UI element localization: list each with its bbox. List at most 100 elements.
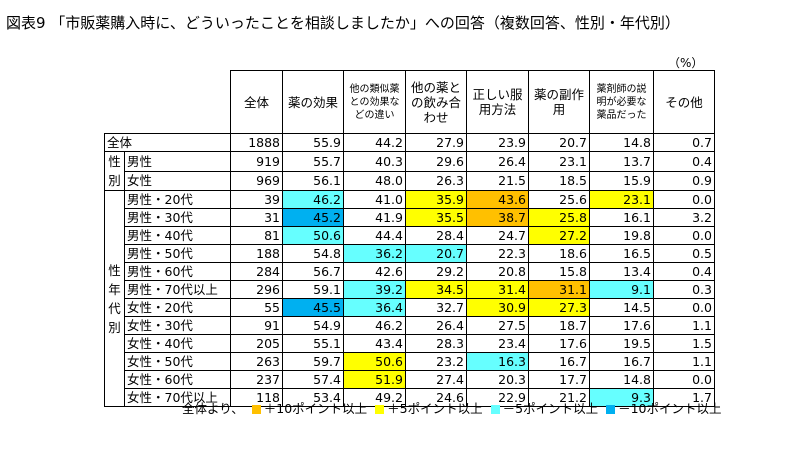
row-label: 女性・70代以上 (124, 388, 231, 407)
value-cell: 14.8 (589, 133, 654, 152)
value-cell: 27.4 (405, 370, 467, 389)
value-cell: 20.7 (528, 133, 590, 152)
value-cell: 1.7 (653, 388, 715, 407)
value-cell: 0.3 (653, 280, 715, 299)
value-cell: 26.4 (466, 151, 529, 172)
value-cell: 36.2 (343, 244, 406, 263)
value-cell: 0.0 (653, 298, 715, 317)
value-cell: 14.8 (589, 370, 654, 389)
value-cell: 14.5 (589, 298, 654, 317)
total-cell: 91 (230, 316, 283, 335)
value-cell: 0.4 (653, 262, 715, 281)
value-cell: 29.2 (405, 262, 467, 281)
value-cell: 46.2 (282, 190, 344, 209)
group-label: 性別 (104, 151, 125, 191)
survey-table: 全体 薬の効果 他の類似薬との効果などの違い 他の薬との飲み合わせ 正しい服用方… (104, 70, 715, 407)
header-row: 全体 薬の効果 他の類似薬との効果などの違い 他の薬との飲み合わせ 正しい服用方… (105, 70, 715, 134)
value-cell: 18.5 (528, 170, 590, 191)
row-label: 全体 (104, 133, 231, 152)
row-label: 女性・60代 (124, 370, 231, 389)
total-cell: 296 (230, 280, 283, 299)
value-cell: 0.0 (653, 190, 715, 209)
table-row: 男性・70代以上 296 59.1 39.2 34.5 31.4 31.1 9.1 0.3 (105, 280, 715, 299)
total-cell: 284 (230, 262, 283, 281)
value-cell: 46.2 (343, 316, 406, 335)
value-cell: 50.6 (343, 352, 406, 371)
value-cell: 24.7 (466, 226, 529, 245)
value-cell: 1.1 (653, 316, 715, 335)
page-title: 図表9 「市販薬購入時に、どういったことを相談しましたか」への回答（複数回答、性… (6, 14, 680, 32)
value-cell: 43.6 (466, 190, 529, 209)
row-label: 男性 (124, 151, 231, 172)
col-header: 他の薬との飲み合わせ (405, 70, 467, 134)
row-label: 女性・40代 (124, 334, 231, 353)
value-cell: 54.9 (282, 316, 344, 335)
row-label: 男性・40代 (124, 226, 231, 245)
legend-swatch-icon (251, 405, 261, 414)
legend-label: ＋5ポイント以上 (387, 401, 483, 416)
value-cell: 39.2 (343, 280, 406, 299)
value-cell: 23.2 (405, 352, 467, 371)
value-cell: 25.8 (528, 208, 590, 227)
value-cell: 24.6 (405, 388, 467, 407)
value-cell: 21.5 (466, 170, 529, 191)
value-cell: 26.3 (405, 170, 467, 191)
value-cell: 41.0 (343, 190, 406, 209)
col-header: 他の類似薬との効果などの違い (343, 70, 406, 134)
value-cell: 17.6 (528, 334, 590, 353)
value-cell: 0.0 (653, 226, 715, 245)
total-cell: 31 (230, 208, 283, 227)
value-cell: 44.4 (343, 226, 406, 245)
value-cell: 42.6 (343, 262, 406, 281)
value-cell: 36.4 (343, 298, 406, 317)
col-header: 薬の副作用 (528, 70, 590, 134)
total-cell: 919 (230, 151, 283, 172)
value-cell: 16.7 (528, 352, 590, 371)
total-cell: 1888 (230, 133, 283, 152)
total-cell: 205 (230, 334, 283, 353)
row-label: 女性・20代 (124, 298, 231, 317)
header-corner (105, 71, 231, 134)
unit-label: （%） (668, 56, 704, 70)
row-label: 女性・30代 (124, 316, 231, 335)
total-cell: 969 (230, 170, 283, 191)
value-cell: 31.4 (466, 280, 529, 299)
value-cell: 16.1 (589, 208, 654, 227)
value-cell: 17.7 (528, 370, 590, 389)
legend-label: －5ポイント以上 (502, 401, 599, 416)
total-cell: 188 (230, 244, 283, 263)
value-cell: 32.7 (405, 298, 467, 317)
legend-swatch-icon (606, 405, 616, 414)
legend: 全体より、 ＋10ポイント以上 ＋5ポイント以上 －5ポイント以上 －10ポイント以上 (182, 398, 722, 417)
value-cell: 27.3 (528, 298, 590, 317)
legend-swatch-icon (490, 405, 500, 414)
col-header: 薬剤師の説明が必要な薬品だった (589, 70, 654, 134)
value-cell: 0.5 (653, 244, 715, 263)
value-cell: 27.5 (466, 316, 529, 335)
value-cell: 54.8 (282, 244, 344, 263)
table-row: 性年代別 男性・20代 39 46.2 41.0 35.9 43.6 25.6 23.1 0.0 (104, 190, 715, 407)
value-cell: 27.2 (528, 226, 590, 245)
value-cell: 51.9 (343, 370, 406, 389)
value-cell: 53.4 (282, 388, 344, 407)
value-cell: 55.9 (282, 133, 344, 152)
value-cell: 20.8 (466, 262, 529, 281)
table-row: 男性・40代 81 50.6 44.4 28.4 24.7 27.2 19.8 0.0 (105, 226, 715, 245)
value-cell: 43.4 (343, 334, 406, 353)
row-label: 男性・70代以上 (124, 280, 231, 299)
value-cell: 34.5 (405, 280, 467, 299)
group-label: 性年代別 (104, 190, 125, 407)
value-cell: 0.9 (653, 170, 715, 191)
table-row: 男性・60代 284 56.7 42.6 29.2 20.8 15.8 13.4 0.4 (105, 262, 715, 281)
value-cell: 13.4 (589, 262, 654, 281)
value-cell: 49.2 (343, 388, 406, 407)
value-cell: 15.8 (528, 262, 590, 281)
col-header: 薬の効果 (282, 70, 344, 134)
value-cell: 38.7 (466, 208, 529, 227)
value-cell: 30.9 (466, 298, 529, 317)
table-row: 女性・20代 55 45.5 36.4 32.7 30.9 27.3 14.5 0.0 (105, 298, 715, 317)
value-cell: 18.6 (528, 244, 590, 263)
table-row: 女性・50代 263 59.7 50.6 23.2 16.3 16.7 16.7 1.1 (105, 352, 715, 371)
table-row: 女性・30代 91 54.9 46.2 26.4 27.5 18.7 17.6 1.1 (105, 316, 715, 335)
value-cell: 19.8 (589, 226, 654, 245)
